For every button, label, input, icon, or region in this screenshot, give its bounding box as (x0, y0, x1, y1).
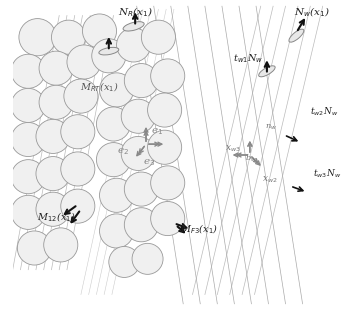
Text: N$_w$(x$_1$): N$_w$(x$_1$) (294, 6, 330, 19)
Circle shape (11, 160, 45, 194)
Text: N$_R$(x$_1$): N$_R$(x$_1$) (118, 6, 153, 19)
Circle shape (96, 107, 131, 141)
Ellipse shape (259, 66, 275, 77)
Circle shape (67, 45, 101, 79)
Circle shape (61, 189, 95, 223)
Text: M$_{12}$(x$_1$): M$_{12}$(x$_1$) (37, 210, 75, 224)
Circle shape (51, 20, 85, 54)
Circle shape (124, 208, 158, 242)
Circle shape (11, 195, 45, 229)
Circle shape (99, 214, 134, 248)
Ellipse shape (99, 47, 119, 55)
Circle shape (124, 172, 158, 206)
Circle shape (64, 79, 98, 113)
Circle shape (61, 152, 95, 186)
Circle shape (117, 28, 151, 62)
Text: M$_{RT}$(x$_1$): M$_{RT}$(x$_1$) (80, 80, 119, 94)
Circle shape (36, 192, 70, 226)
Circle shape (141, 20, 176, 54)
Circle shape (19, 19, 56, 56)
Circle shape (61, 115, 95, 149)
Circle shape (151, 59, 185, 93)
Text: x$_{w2}$: x$_{w2}$ (262, 175, 278, 185)
Circle shape (147, 93, 182, 127)
Ellipse shape (289, 29, 304, 42)
Circle shape (151, 166, 185, 200)
Text: t$_{w2}$N$_w$: t$_{w2}$N$_w$ (310, 105, 339, 118)
Circle shape (36, 119, 70, 153)
Circle shape (11, 54, 45, 88)
Text: n$_w$: n$_w$ (265, 122, 278, 132)
Circle shape (99, 73, 134, 107)
Text: M$_{F3}$(x$_1$): M$_{F3}$(x$_1$) (180, 223, 218, 236)
Circle shape (39, 85, 73, 119)
Circle shape (121, 136, 155, 171)
Circle shape (17, 231, 51, 265)
Circle shape (11, 122, 45, 157)
Circle shape (92, 39, 126, 73)
Circle shape (36, 157, 70, 191)
Text: e$_1$: e$_1$ (151, 126, 163, 137)
Circle shape (147, 130, 182, 164)
Circle shape (11, 88, 45, 122)
Circle shape (121, 99, 155, 133)
Ellipse shape (123, 22, 144, 31)
Circle shape (124, 64, 158, 98)
Text: e$_3$: e$_3$ (143, 157, 155, 168)
Circle shape (96, 143, 131, 177)
Text: x$_{w3}$: x$_{w3}$ (225, 144, 241, 154)
Circle shape (99, 178, 134, 212)
Circle shape (109, 246, 140, 277)
Text: t$_{w1}$N$_w$: t$_{w1}$N$_w$ (233, 52, 263, 65)
Text: b$_w$: b$_w$ (245, 152, 258, 164)
Circle shape (132, 243, 163, 274)
Circle shape (151, 202, 185, 236)
Text: t$_{w3}$N$_w$: t$_{w3}$N$_w$ (314, 167, 342, 180)
Circle shape (39, 51, 73, 85)
Circle shape (44, 228, 78, 262)
Text: e$_2$: e$_2$ (117, 147, 129, 157)
Circle shape (82, 14, 117, 48)
